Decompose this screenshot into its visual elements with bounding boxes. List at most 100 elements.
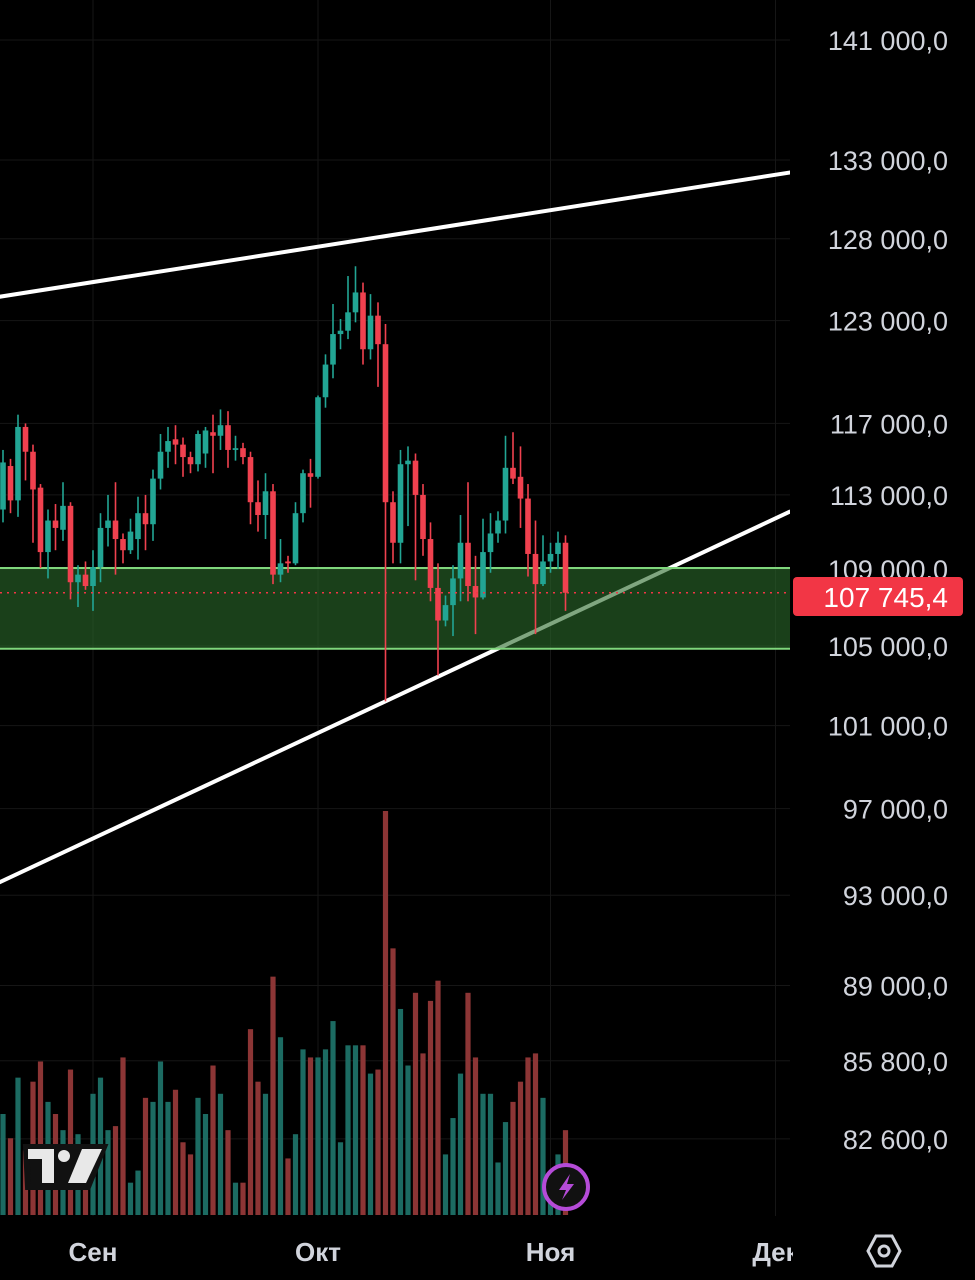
y-tick-label: 85 800,0 [843,1047,948,1077]
candle [15,414,21,517]
candle [97,513,104,583]
candle [37,484,44,569]
volume-bar [352,1045,359,1215]
volume-bar [142,1097,149,1215]
volume-bar [285,1158,291,1215]
candle-body [0,462,6,510]
trendline[interactable] [0,170,791,299]
candle [495,511,501,543]
candle [277,539,284,583]
candle [555,531,561,569]
y-tick-label: 101 000,0 [828,712,948,742]
volume-bar [330,1021,336,1215]
support-zone[interactable] [0,567,790,650]
candle-body [187,457,194,465]
volume-bar [345,1045,351,1215]
candle-body [22,426,29,452]
x-tick-label: Дек [752,1237,799,1267]
volume-bar [495,1162,501,1215]
volume-bar [67,1069,74,1215]
candle-body [150,478,156,525]
candle-body [502,467,509,521]
candle [247,451,254,525]
candle [262,473,269,540]
candle [255,480,261,532]
candle [90,550,96,611]
volume-bar [397,1008,404,1215]
candle-body [240,448,246,458]
settings-hexagon-icon[interactable] [866,1234,902,1268]
volume-bar [465,992,471,1215]
last-price-badge: 107 745,4 [793,577,963,616]
candle [562,535,569,611]
volume-bar [247,1029,254,1215]
candle-body [487,533,494,553]
candle [165,426,171,468]
candle [150,469,156,541]
candle-body [67,505,74,583]
candle [292,502,299,566]
tradingview-logo-icon[interactable] [22,1144,109,1190]
price-axis[interactable]: 141 000,0 133 000,0 128 000,0 123 000,0 117 … [828,26,948,1155]
volume-bar [510,1101,516,1215]
candle [547,542,554,573]
candle-body [30,451,36,490]
candle [382,324,389,702]
candle-body [172,439,179,445]
volume-bar [270,976,276,1215]
candle [427,522,434,602]
candle [465,482,471,602]
candle-body [165,441,171,452]
time-axis[interactable]: Сен Окт Ноя Дек [69,1237,800,1267]
volume-bar [135,1170,141,1215]
candle [270,484,276,585]
candle-body [105,520,111,528]
volume-bar [442,1154,449,1215]
candle-body [435,587,441,621]
candle-body [382,344,389,503]
candle [480,518,486,600]
candle-body [562,542,569,593]
candle-body [292,513,299,564]
candle [412,453,419,581]
volume-bar [412,992,419,1215]
candle-body [157,451,164,479]
candle-body [52,520,59,528]
candle-body [555,542,561,554]
lightning-icon[interactable] [542,1163,590,1211]
candle-body [427,539,434,588]
candle [300,469,306,523]
candle-body [195,433,201,465]
candle-body [277,563,284,575]
candle-body [127,531,134,551]
candle-body [7,466,14,501]
candle [217,409,224,450]
candle [307,458,314,508]
candle-body [232,448,239,450]
volume-bar [217,1093,224,1215]
candle [315,395,321,479]
candle-body [82,574,89,587]
candle-body [255,502,261,516]
candle [195,430,201,472]
volume-bar [405,1065,411,1215]
volume-bar [187,1154,194,1215]
candle [52,504,59,551]
candle [172,425,179,465]
candle-body [285,561,291,564]
volume-bar [532,1053,539,1215]
x-tick-label: Сен [69,1237,118,1267]
last-price-badge-bg [793,577,963,616]
zone-fill[interactable] [0,568,790,649]
candle-body [517,476,524,499]
candle [420,484,426,556]
volume-bar [195,1097,201,1215]
volume-bar [315,1057,321,1215]
candle-body [37,487,44,553]
volume-bar [502,1122,509,1215]
volume-bar [375,1069,381,1215]
y-tick-label: 123 000,0 [828,307,948,337]
volume-bar [480,1093,486,1215]
candle [540,535,546,587]
